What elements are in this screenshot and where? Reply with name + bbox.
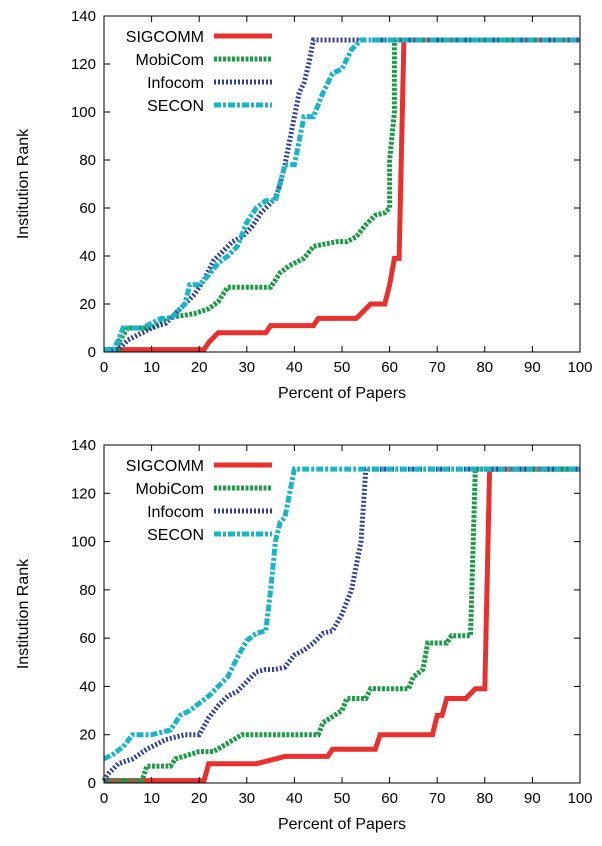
x-tick-label: 20 [191,359,208,376]
y-tick-label: 140 [71,437,96,454]
chart-2: 0 10 20 30 40 50 60 70 80 90 100 0 20 40 60 80 100 120 140… [15,437,593,833]
legend: SIGCOMM MobiCom Infocom SECON [126,458,272,544]
series-line-mobicom [104,466,580,784]
y-tick-label: 120 [71,485,96,502]
y-tick-label: 120 [71,56,96,73]
y-tick-label: 100 [71,534,96,551]
x-tick-label: 10 [143,790,160,807]
y-axis-title: Institution Rank [15,128,32,239]
y-tick-label: 0 [88,775,96,792]
x-tick-label: 40 [286,790,303,807]
y-tick-label: 100 [71,104,96,121]
x-tick-label: 0 [100,790,108,807]
x-axis-title: Percent of Papers [278,816,406,833]
legend-label-secon: SECON [147,527,204,544]
x-tick-label: 80 [476,790,493,807]
x-tick-label: 40 [286,359,303,376]
legend-label-sigcomm: SIGCOMM [126,458,204,475]
x-tick-label: 70 [429,790,446,807]
y-tick-label: 40 [79,248,96,265]
legend-label-infocom: Infocom [147,504,204,521]
y-tick-label: 40 [79,678,96,695]
x-tick-label: 30 [238,790,255,807]
y-tick-label: 80 [79,582,96,599]
x-tick-label: 80 [476,359,493,376]
y-tick-label: 60 [79,630,96,647]
series-line-infocom [104,37,580,353]
x-tick-label: 90 [524,790,541,807]
y-axis-title: Institution Rank [15,558,32,669]
x-tick-label: 0 [100,359,108,376]
legend-label-infocom: Infocom [147,75,204,92]
x-tick-label: 50 [334,790,351,807]
chart-1: 0 10 20 30 40 50 60 70 80 90 100 0 20 40 60 80 100 120 140… [15,8,593,402]
x-tick-label: 100 [567,790,592,807]
x-tick-label: 50 [334,359,351,376]
x-tick-label: 20 [191,790,208,807]
x-tick-label: 60 [381,359,398,376]
x-tick-label: 70 [429,359,446,376]
legend-label-secon: SECON [147,98,204,115]
y-tick-label: 20 [79,727,96,744]
legend-label-sigcomm: SIGCOMM [126,29,204,46]
y-tick-label: 20 [79,296,96,313]
series-line-secon [104,37,580,353]
series-line-infocom [101,466,580,782]
x-tick-label: 10 [143,359,160,376]
x-tick-label: 60 [381,790,398,807]
y-tick-label: 0 [88,344,96,361]
series-line-sigcomm [104,37,580,353]
y-tick-label: 80 [79,152,96,169]
legend-label-mobicom: MobiCom [136,52,204,69]
legend: SIGCOMM MobiCom Infocom SECON [126,29,272,115]
x-axis-title: Percent of Papers [278,385,406,402]
x-tick-label: 90 [524,359,541,376]
y-tick-label: 140 [71,8,96,25]
series-line-sigcomm [104,466,580,784]
series-line-secon [102,466,580,762]
y-tick-label: 60 [79,200,96,217]
x-tick-label: 30 [238,359,255,376]
x-tick-label: 100 [567,359,592,376]
legend-label-mobicom: MobiCom [136,481,204,498]
